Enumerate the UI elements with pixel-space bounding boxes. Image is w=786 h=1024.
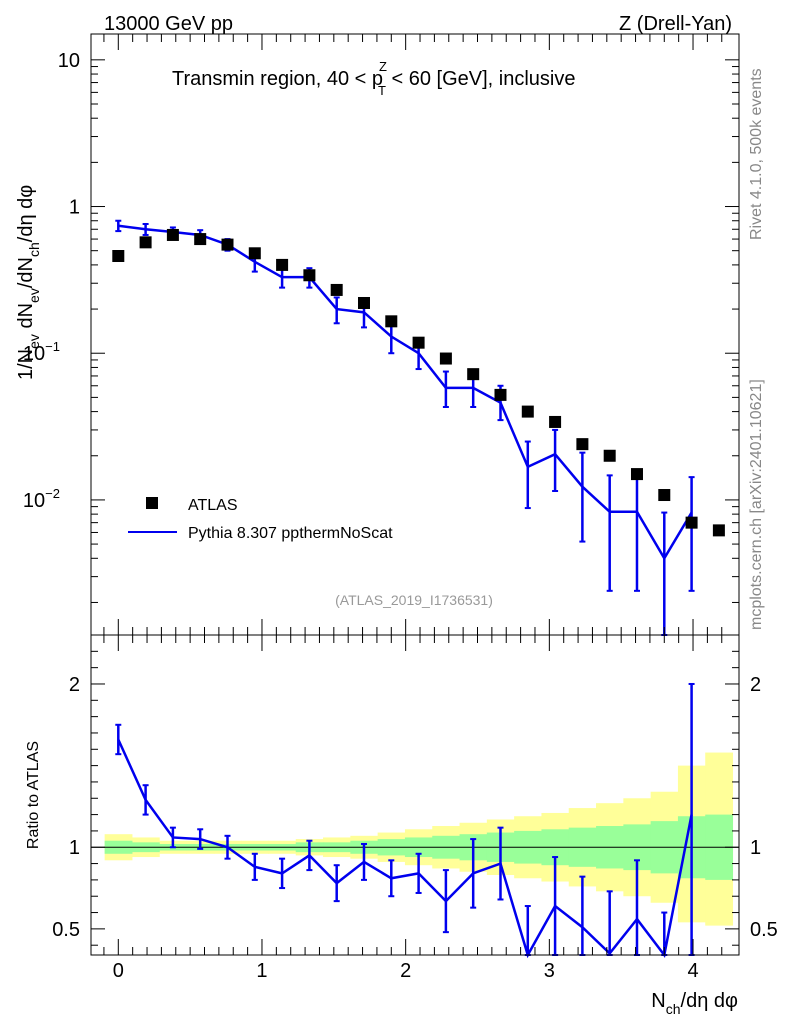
title-suffix: < 60 [GeV], inclusive [386, 68, 576, 90]
ratio-y-tick-label: 1 [69, 837, 80, 859]
atlas-point [685, 516, 698, 529]
legend-atlas-label: ATLAS [188, 497, 238, 514]
atlas-point [712, 524, 725, 537]
atlas-point [139, 236, 152, 249]
atlas-point [357, 296, 370, 309]
atlas-point [549, 415, 562, 428]
main-y-tick-label: 10−1 [23, 339, 60, 365]
atlas-point [166, 228, 179, 241]
main-title: Transmin region, 40 < pZ T < 60 [GeV], in… [172, 59, 576, 98]
xlabel-a: N [651, 990, 665, 1012]
ylabel-b: dN [15, 303, 37, 334]
xlabel-b: /dη dφ [681, 990, 738, 1012]
atlas-point [248, 247, 261, 260]
mcplots-label: mcplots.cern.ch [arXiv:2401.10621] [748, 379, 765, 630]
rivet-label: Rivet 4.1.0, 500k events [748, 68, 765, 240]
x-tick-label: 3 [544, 960, 555, 982]
ratio-y-tick-label-right: 0.5 [750, 919, 778, 941]
ylabel-b-sub: ev [26, 288, 42, 303]
atlas-point [385, 315, 398, 328]
atlas-point [630, 468, 643, 481]
ylabel-d: /dη dφ [15, 185, 37, 242]
atlas-point [412, 336, 425, 349]
atlas-point [276, 258, 289, 271]
atlas-point [221, 238, 234, 251]
analysis-watermark: (ATLAS_2019_I1736531) [335, 592, 493, 608]
atlas-point [658, 489, 671, 502]
ratio-y-axis-label: Ratio to ATLAS [25, 741, 42, 849]
ylabel-c: /dN [15, 257, 37, 288]
ratio-y-tick-label-right: 2 [750, 674, 761, 696]
atlas-point [194, 233, 207, 246]
main-plot-frame [90, 33, 740, 636]
atlas-point [303, 269, 316, 282]
atlas-point [494, 388, 507, 401]
main-plot: 10 1 10−1 10−2 Transmin region, 40 < pZ T < … [15, 33, 740, 636]
x-tick-label: 4 [687, 960, 698, 982]
main-y-axis-label: 1/Nev dNev/dNch/dη dφ [15, 185, 42, 380]
main-y-tick-label: 10−2 [23, 486, 60, 512]
atlas-point [576, 438, 589, 451]
xlabel-a-sub: ch [666, 1001, 681, 1017]
ratio-line [117, 738, 693, 959]
ratio-y-tick-label: 2 [69, 674, 80, 696]
header-left-label: 13000 GeV pp [104, 13, 233, 35]
header-right-label: Z (Drell-Yan) [619, 13, 732, 35]
x-tick-label: 2 [400, 960, 411, 982]
atlas-point [112, 249, 125, 262]
ylabel-a: 1/N [15, 349, 37, 380]
main-y-tick-label: 10 [58, 50, 80, 72]
atlas-point [521, 405, 534, 418]
ylabel-a-sub: ev [26, 334, 42, 349]
legend-pythia-label: Pythia 8.307 ppthermNoScat [188, 525, 393, 542]
ylabel-c-sub: ch [26, 242, 42, 257]
x-tick-label: 0 [113, 960, 124, 982]
ratio-y-tick-label: 0.5 [52, 919, 80, 941]
title-sub: T [378, 83, 386, 98]
title-sup: Z [379, 59, 387, 74]
main-y-tick-label: 1 [69, 197, 80, 219]
atlas-point [467, 368, 480, 381]
x-tick-label: 1 [256, 960, 267, 982]
legend-atlas-marker [146, 497, 158, 509]
atlas-point [439, 352, 452, 365]
ratio-y-tick-label-right: 1 [750, 837, 761, 859]
title-prefix: Transmin region, 40 < p [172, 68, 383, 90]
x-axis-label: Nch/dη dφ [651, 990, 738, 1017]
ratio-plot-frame [90, 634, 740, 956]
pythia-line [118, 224, 693, 561]
ratio-plot: 2 2 1 1 0.5 0.5 0 1 2 3 4 Ratio to ATLAS Nch/dη dφ [25, 634, 778, 1017]
atlas-point [603, 449, 616, 462]
atlas-point [330, 283, 343, 296]
legend: ATLAS Pythia 8.307 ppthermNoScat [128, 497, 393, 542]
